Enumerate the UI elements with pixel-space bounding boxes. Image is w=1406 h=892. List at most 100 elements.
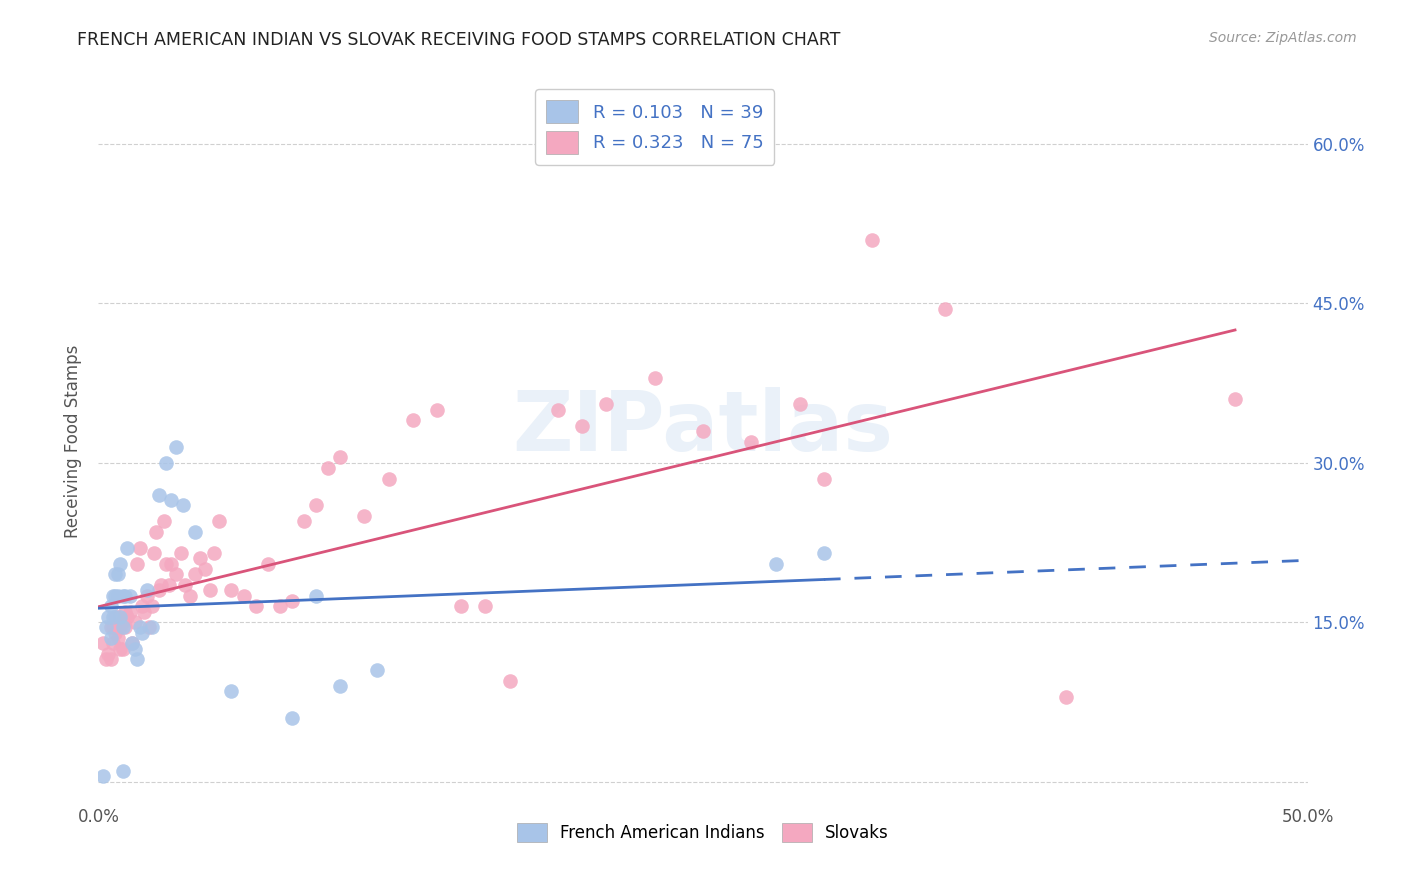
Point	[305, 498, 328, 512]
Point	[353, 508, 375, 523]
Point	[100, 631, 122, 645]
Point	[107, 610, 129, 624]
Point	[1054, 690, 1077, 704]
Point	[595, 397, 617, 411]
Point	[184, 524, 207, 539]
Point	[108, 620, 131, 634]
Point	[121, 636, 143, 650]
Point	[97, 610, 120, 624]
Point	[474, 599, 496, 614]
Point	[281, 711, 304, 725]
Point	[789, 397, 811, 411]
Point	[111, 589, 134, 603]
Point	[194, 562, 217, 576]
Point	[813, 472, 835, 486]
Point	[366, 663, 388, 677]
Point	[143, 546, 166, 560]
Point	[1223, 392, 1246, 406]
Point	[141, 620, 163, 634]
Point	[104, 625, 127, 640]
Point	[316, 461, 339, 475]
Point	[152, 514, 174, 528]
Legend: French American Indians, Slovaks: French American Indians, Slovaks	[510, 816, 896, 848]
Point	[245, 599, 267, 614]
Point	[426, 402, 449, 417]
Point	[101, 636, 124, 650]
Point	[138, 620, 160, 634]
Point	[934, 301, 956, 316]
Point	[107, 631, 129, 645]
Point	[111, 641, 134, 656]
Point	[121, 636, 143, 650]
Point	[172, 498, 194, 512]
Point	[111, 615, 134, 630]
Point	[221, 583, 243, 598]
Point	[114, 605, 136, 619]
Point	[100, 620, 122, 634]
Point	[124, 641, 146, 656]
Point	[91, 769, 114, 783]
Point	[101, 589, 124, 603]
Point	[108, 610, 131, 624]
Point	[134, 605, 156, 619]
Point	[498, 673, 520, 688]
Text: ZIPatlas: ZIPatlas	[513, 386, 893, 467]
Point	[813, 546, 835, 560]
Point	[127, 557, 149, 571]
Point	[148, 583, 170, 598]
Point	[91, 636, 114, 650]
Point	[97, 647, 120, 661]
Point	[107, 589, 129, 603]
Point	[100, 652, 122, 666]
Point	[169, 546, 191, 560]
Point	[208, 514, 231, 528]
Point	[160, 557, 183, 571]
Point	[94, 652, 117, 666]
Point	[117, 610, 139, 624]
Point	[108, 641, 131, 656]
Point	[124, 615, 146, 630]
Point	[135, 589, 157, 603]
Point	[232, 589, 254, 603]
Point	[150, 578, 173, 592]
Point	[204, 546, 226, 560]
Point	[450, 599, 472, 614]
Point	[281, 594, 304, 608]
Point	[127, 652, 149, 666]
Point	[165, 440, 187, 454]
Point	[100, 599, 122, 614]
Point	[269, 599, 291, 614]
Point	[131, 599, 153, 614]
Text: FRENCH AMERICAN INDIAN VS SLOVAK RECEIVING FOOD STAMPS CORRELATION CHART: FRENCH AMERICAN INDIAN VS SLOVAK RECEIVI…	[77, 31, 841, 49]
Point	[117, 541, 139, 555]
Point	[104, 610, 127, 624]
Point	[131, 625, 153, 640]
Point	[155, 557, 177, 571]
Text: Source: ZipAtlas.com: Source: ZipAtlas.com	[1209, 31, 1357, 45]
Point	[165, 567, 187, 582]
Point	[160, 493, 183, 508]
Point	[94, 620, 117, 634]
Point	[221, 684, 243, 698]
Point	[101, 620, 124, 634]
Point	[111, 620, 134, 634]
Point	[157, 578, 180, 592]
Point	[292, 514, 315, 528]
Point	[740, 434, 762, 449]
Point	[644, 371, 666, 385]
Point	[155, 456, 177, 470]
Point	[128, 620, 150, 634]
Point	[114, 620, 136, 634]
Point	[179, 589, 201, 603]
Point	[128, 541, 150, 555]
Point	[256, 557, 278, 571]
Point	[104, 589, 127, 603]
Point	[571, 418, 593, 433]
Point	[329, 679, 352, 693]
Point	[108, 557, 131, 571]
Point	[860, 233, 883, 247]
Point	[305, 589, 328, 603]
Point	[148, 488, 170, 502]
Point	[118, 605, 141, 619]
Point	[188, 551, 211, 566]
